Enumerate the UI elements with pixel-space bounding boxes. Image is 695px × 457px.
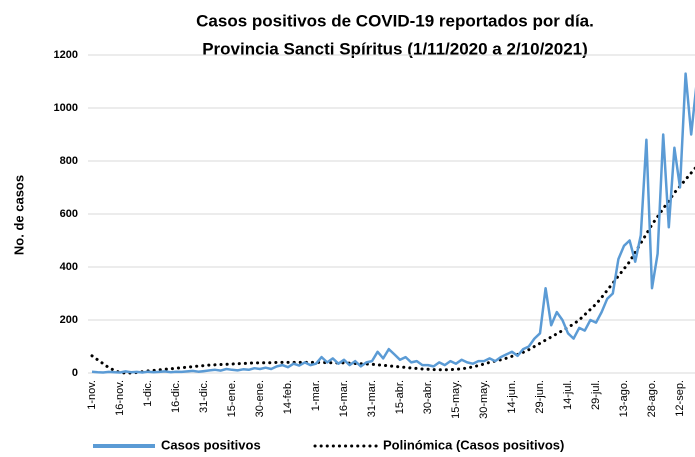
x-tick-label: 12-sep. — [674, 380, 686, 417]
x-tick-label: 1-dic. — [142, 380, 154, 407]
y-tick-label: 600 — [60, 208, 78, 220]
series-line — [90, 166, 695, 375]
grid — [88, 54, 695, 374]
chart-subtitle: Provincia Sancti Spíritus (1/11/2020 a 2… — [202, 39, 588, 58]
x-tick-label: 1-mar. — [310, 380, 322, 411]
x-tick-label: 13-ago. — [618, 380, 630, 417]
x-tick-label: 1-nov. — [86, 380, 98, 410]
x-tick-label: 15-may. — [450, 380, 462, 419]
plot-area — [90, 72, 695, 375]
x-tick-label: 29-jul. — [590, 380, 602, 410]
x-tick-label: 30-ene. — [254, 380, 266, 417]
x-tick-label: 16-mar. — [338, 380, 350, 417]
x-tick-label: 14-feb. — [282, 380, 294, 414]
x-tick-label: 16-nov. — [114, 380, 126, 416]
y-axis-label: No. de casos — [11, 175, 26, 255]
y-tick-label: 800 — [60, 155, 78, 167]
x-tick-label: 28-ago. — [646, 380, 658, 417]
y-tick-label: 200 — [60, 314, 78, 326]
y-tick-label: 1000 — [54, 102, 78, 114]
y-tick-label: 400 — [60, 261, 78, 273]
x-tick-label: 30-abr. — [422, 380, 434, 414]
y-tick-label: 0 — [72, 367, 78, 379]
x-tick-label: 15-ene. — [226, 380, 238, 417]
x-tick-label: 31-mar. — [366, 380, 378, 417]
y-tick-label: 1200 — [54, 49, 78, 61]
x-tick-label: 14-jul. — [562, 380, 574, 410]
x-tick-label: 14-jun. — [506, 380, 518, 414]
legend-label: Polinómica (Casos positivos) — [383, 437, 564, 452]
x-tick-label: 15-abr. — [394, 380, 406, 414]
x-tick-label: 31-dic. — [198, 380, 210, 413]
x-tick-label: 16-dic. — [170, 380, 182, 413]
x-tick-label: 29-jun. — [534, 380, 546, 414]
chart-title: Casos positivos de COVID-19 reportados p… — [196, 11, 594, 30]
series-line — [91, 72, 695, 374]
x-tick-label: 30-may. — [478, 380, 490, 419]
legend: Casos positivos Polinómica (Casos positiv… — [93, 437, 564, 452]
legend-label: Casos positivos — [161, 437, 261, 452]
